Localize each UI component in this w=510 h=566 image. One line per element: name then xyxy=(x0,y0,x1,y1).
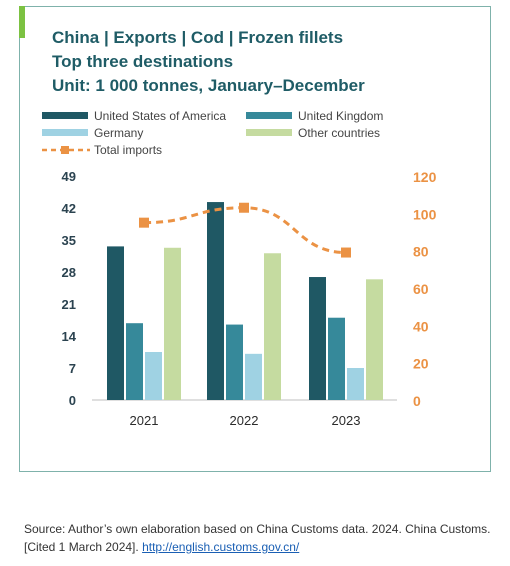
source-note: Source: Author’s own elaboration based o… xyxy=(24,520,494,556)
bar-2022-1 xyxy=(226,324,243,400)
accent-bar xyxy=(19,6,25,38)
legend-swatch-3 xyxy=(246,129,292,136)
y-left-tick-7: 49 xyxy=(62,169,76,184)
legend-label-3: Other countries xyxy=(298,126,380,140)
legend-swatch-2 xyxy=(42,129,88,136)
y-left-tick-5: 35 xyxy=(62,233,76,248)
total-imports-line xyxy=(143,206,347,255)
y-right-tick-1: 20 xyxy=(413,356,429,372)
y-left-tick-6: 42 xyxy=(62,201,76,216)
bar-2021-1 xyxy=(126,323,143,400)
x-tick-2022: 2022 xyxy=(230,413,259,428)
chart-frame xyxy=(19,6,491,472)
bar-2022-2 xyxy=(245,353,262,400)
legend-swatch-0 xyxy=(42,112,88,119)
y-right-tick-2: 40 xyxy=(413,318,429,334)
legend-label-total: Total imports xyxy=(94,143,162,157)
bar-2022-0 xyxy=(207,202,224,400)
title-line-2: Top three destinations xyxy=(52,52,234,71)
y-left-tick-3: 21 xyxy=(62,297,76,312)
source-link[interactable]: http://english.customs.gov.cn/ xyxy=(142,540,300,554)
legend-label-1: United Kingdom xyxy=(298,109,383,123)
y-left-tick-2: 14 xyxy=(62,329,77,344)
bar-2023-3 xyxy=(366,279,383,400)
title-line-1: China | Exports | Cod | Frozen fillets xyxy=(52,28,344,47)
y-right-tick-6: 120 xyxy=(413,169,437,185)
bar-2021-3 xyxy=(164,247,181,400)
total-imports-point-2023 xyxy=(341,247,351,258)
x-tick-2023: 2023 xyxy=(332,413,361,428)
bar-2021-2 xyxy=(145,352,162,400)
y-right-tick-0: 0 xyxy=(413,393,421,409)
legend-total-marker xyxy=(61,146,69,154)
y-left-tick-0: 0 xyxy=(69,393,76,408)
x-tick-2021: 2021 xyxy=(130,413,159,428)
legend-swatch-1 xyxy=(246,112,292,119)
bar-2023-1 xyxy=(328,317,345,400)
title-line-3: Unit: 1 000 tonnes, January–December xyxy=(52,76,365,95)
legend-label-2: Germany xyxy=(94,126,143,140)
y-right-tick-3: 60 xyxy=(413,281,429,297)
bar-2021-0 xyxy=(107,246,124,400)
bar-2023-0 xyxy=(309,277,326,400)
source-text: Source: Author’s own elaboration based o… xyxy=(24,522,491,554)
y-left-tick-1: 7 xyxy=(69,361,76,376)
total-imports-point-2022 xyxy=(239,202,249,213)
total-imports-point-2021 xyxy=(139,217,149,228)
y-right-tick-4: 80 xyxy=(413,244,429,260)
chart-title: China | Exports | Cod | Frozen fillets T… xyxy=(52,26,365,98)
bar-2023-2 xyxy=(347,368,364,400)
legend-label-0: United States of America xyxy=(94,109,226,123)
y-right-tick-5: 100 xyxy=(413,206,437,222)
y-left-tick-4: 28 xyxy=(62,265,76,280)
bar-2022-3 xyxy=(264,253,281,400)
